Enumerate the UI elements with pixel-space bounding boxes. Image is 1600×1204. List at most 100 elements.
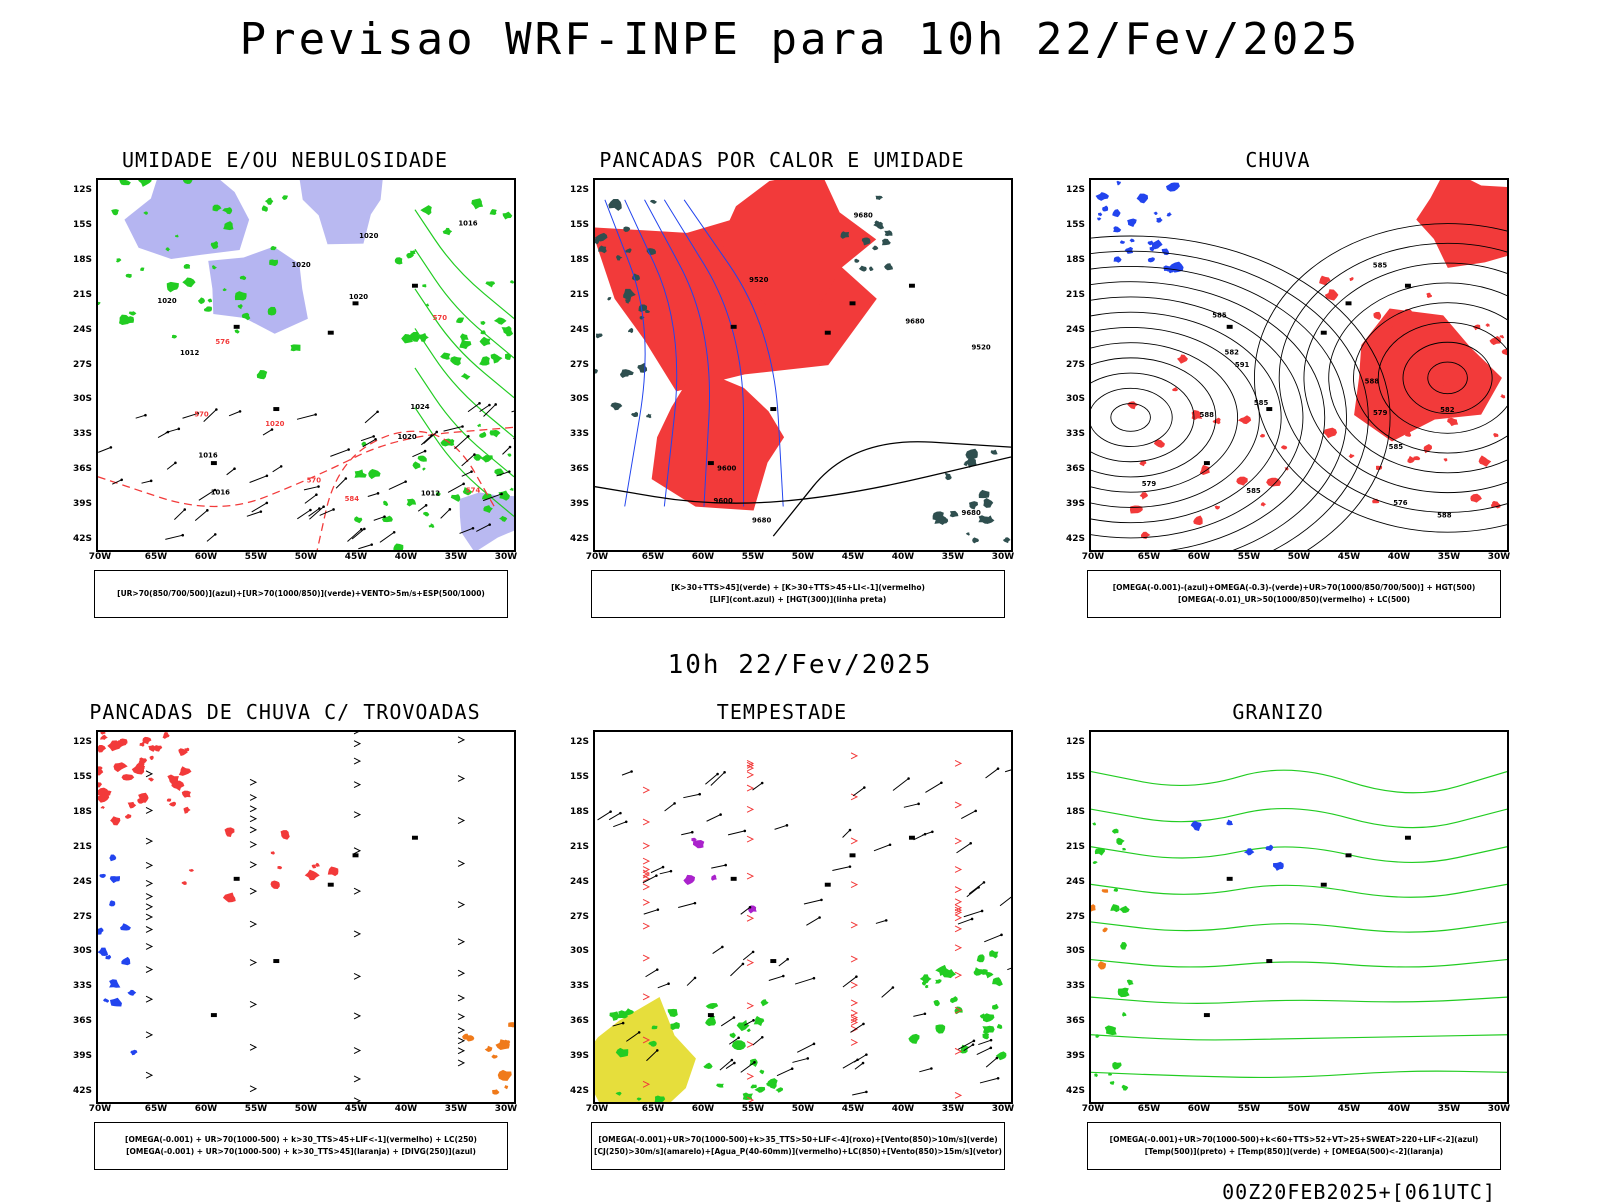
wind-vector-head	[716, 772, 719, 776]
wind-vector-head	[318, 507, 321, 510]
rain-area-red	[1153, 439, 1165, 448]
wind-vector	[461, 454, 475, 467]
wind-vector	[272, 465, 282, 473]
wind-vector	[157, 431, 169, 438]
longitude-tick-label: 30W	[1487, 552, 1511, 562]
map-panel-3: CHUVA 12S 15S 18S 21S 24S 27S 30S 33S 36S 39S 42S …	[1043, 148, 1513, 628]
geopotential-contour	[1091, 235, 1391, 550]
wind-vector	[968, 882, 985, 895]
longitude-tick-label: 60W	[691, 552, 715, 562]
flow-arrow	[457, 1026, 466, 1034]
legend-line: [OMEGA(-0.001)+UR>70(1000-500)+k>35_TTS>…	[598, 1135, 998, 1144]
wind-vector-head	[144, 413, 147, 417]
wind-vector-head	[669, 869, 673, 873]
flow-arrow	[145, 966, 154, 973]
wind-vector	[966, 886, 979, 898]
humidity-area-green	[116, 258, 122, 263]
flow-arrow	[457, 1059, 466, 1067]
wind-vector	[461, 471, 472, 477]
wind-vector	[379, 531, 395, 543]
wind-area-green	[624, 1008, 635, 1016]
rain-area-red	[1127, 401, 1139, 410]
temperature-area-green	[1113, 888, 1118, 892]
longitude-tick-label: 65W	[1137, 552, 1161, 562]
flow-arrow	[353, 972, 362, 980]
divergence-area-blue	[109, 854, 117, 862]
wind-vector-head	[609, 810, 612, 813]
flow-arrow	[746, 835, 755, 843]
geopotential-contour	[1091, 311, 1282, 524]
city-marker	[1345, 301, 1352, 306]
instability-area-teal	[637, 362, 648, 373]
latitude-tick-label: 39S	[72, 1051, 92, 1062]
wind-vector	[454, 435, 469, 450]
wind-vector	[659, 870, 672, 875]
convective-area-red	[651, 367, 785, 511]
wind-area-green	[973, 967, 983, 976]
wind-vector-head	[732, 1016, 736, 1019]
wind-vector	[174, 509, 186, 520]
wind-vector-head	[743, 829, 747, 833]
rain-area-red	[1172, 387, 1179, 392]
wind-vector-head	[1000, 933, 1003, 937]
wind-vector-head	[314, 413, 317, 416]
divergence-area-blue	[98, 947, 109, 956]
longitude-tick-label: 70W	[88, 1104, 112, 1114]
temperature-area-green	[1110, 904, 1120, 913]
longitude-tick-label: 65W	[1137, 1104, 1161, 1114]
wind-vector	[752, 1036, 763, 1046]
instability-area-teal	[595, 333, 603, 339]
thunderstorm-area-red	[162, 732, 170, 739]
wind-vector-head	[478, 401, 481, 405]
wind-vector	[792, 1057, 808, 1063]
longitude-tick-label: 40W	[394, 1104, 418, 1114]
humidity-area-green	[507, 453, 512, 457]
green-contour	[414, 288, 514, 399]
geopotential-contour	[1091, 357, 1217, 478]
thunderstorm-area-orange	[504, 1085, 509, 1090]
city-marker	[233, 876, 240, 881]
humidity-area-green	[450, 494, 461, 502]
wind-area-green	[705, 1002, 719, 1010]
wind-vector-head	[724, 863, 727, 867]
height-label: 9680	[905, 318, 924, 326]
wind-vector-head	[891, 986, 895, 989]
wind-area-green	[935, 979, 942, 984]
wind-area-green	[667, 1008, 678, 1018]
wind-vector-head	[213, 488, 217, 492]
wind-area-green	[982, 1033, 990, 1040]
longitude-tick-label: 30W	[1487, 1104, 1511, 1114]
thunderstorm-area-red	[181, 790, 191, 798]
rain-area-blue	[1102, 205, 1109, 212]
height-label: 588	[1200, 411, 1215, 419]
panel-title: CHUVA	[1245, 148, 1311, 172]
temperature-850-contour	[1091, 807, 1507, 829]
rain-area-red	[1348, 453, 1355, 459]
humidity-area-green	[490, 353, 503, 364]
instability-area-teal	[607, 297, 612, 301]
wind-vector-head	[488, 523, 491, 526]
longitude-tick-label: 30W	[991, 552, 1015, 562]
city-marker	[908, 835, 915, 840]
wind-vector	[228, 410, 241, 417]
flow-arrow	[249, 1085, 258, 1093]
thunderstorm-area-red	[98, 766, 103, 770]
humidity-area-green	[211, 265, 217, 270]
map-frame: 9600 9680 9680 9680 9680 9600 9520 9520	[593, 178, 1013, 552]
wind-vector	[447, 483, 464, 493]
map-canvas: 585 585 585 588 588 585 582 579 576 591 588 585 582 5…	[1091, 180, 1507, 550]
wind-vector	[309, 506, 324, 520]
rain-area-red	[1443, 458, 1448, 462]
divergence-area-blue	[99, 873, 106, 878]
rain-area-red	[1259, 433, 1265, 438]
wind-vector-head	[265, 501, 269, 505]
instability-area-teal	[840, 231, 850, 239]
wind-vector	[194, 509, 208, 521]
longitude-tick-label: 60W	[194, 1104, 218, 1114]
wind-area-green	[615, 1091, 622, 1096]
map-panel-2: PANCADAS POR CALOR E UMIDADE 12S 15S 18S 21…	[547, 148, 1017, 628]
latitude-tick-label: 27S	[72, 359, 92, 370]
rain-area-red	[1412, 337, 1426, 348]
height-label: 585	[1246, 487, 1261, 495]
instability-area-teal	[965, 448, 978, 460]
